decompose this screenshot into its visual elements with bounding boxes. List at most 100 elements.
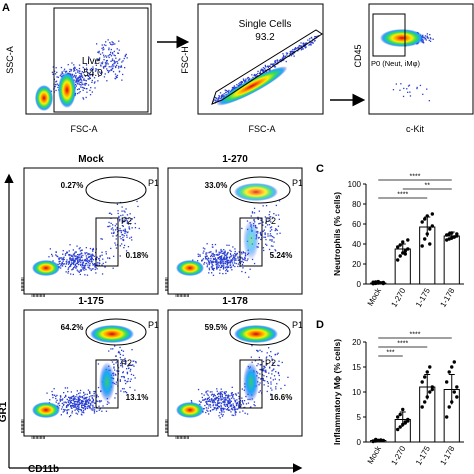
facs-event-dot [125,363,127,365]
plot1-event-dot [105,65,107,68]
facs-event-dot [124,379,126,382]
plot1-event-dot [73,64,75,66]
facs-event-dot [273,375,276,377]
facs-event-dot [91,249,94,251]
facs-event-dot [84,274,86,276]
facs-event-dot [232,265,234,267]
facs-event-dot [125,230,127,233]
plot3-event-dot [416,87,418,90]
y-tick-label: 20 [352,338,361,347]
facs-event-dot [238,405,240,407]
plot2-event-dot [310,44,312,46]
facs-event-dot [228,409,230,411]
facs-event-dot [234,262,236,264]
plot1-event-dot [79,84,81,86]
facs-event-dot [108,402,110,404]
facs-event-dot [101,410,103,412]
data-point [420,220,424,224]
data-point [455,395,459,399]
facs-event-dot [209,260,212,262]
plot2-event-dot [279,59,281,61]
facs-event-dot [89,407,91,409]
facs-event-dot [263,229,265,231]
plot1-event-dot [118,71,121,73]
facs-event-dot [219,402,221,404]
facs-p1-percent: 33.0% [205,181,228,190]
facs-event-dot [126,381,128,383]
facs-event-dot [235,258,237,260]
facs-event-dot [197,255,200,257]
plot1-event-dot [98,75,100,77]
facs-event-dot [209,400,211,402]
plot1-event-dot [116,48,118,50]
plot1-event-dot [117,52,119,54]
facs-event-dot [270,235,273,237]
facs-event-dot [272,236,274,238]
plot1-event-dot [103,66,105,68]
plot1-event-dot [78,88,80,90]
facs-event-dot [48,256,50,258]
facs-event-dot [214,397,216,400]
facs-event-dot [237,263,239,265]
facs-event-dot [126,220,128,222]
facs-event-dot [209,391,211,393]
facs-event-dot [264,216,266,218]
facs-event-dot [220,396,222,398]
facs-event-dot [258,223,260,225]
plot2-event-dot [293,55,295,57]
data-point [425,214,429,218]
facs-event-dot [217,402,219,405]
facs-event-dot [102,258,104,260]
facs-event-dot [213,399,215,401]
facs-event-dot [70,258,72,260]
facs-event-dot [75,255,77,257]
plot1-event-dot [107,71,110,74]
data-point [398,254,402,258]
facs-event-dot [134,222,136,225]
facs-x-axis-label: CD11b [28,464,59,474]
plot2-event-dot [283,56,285,58]
facs-event-dot [212,401,214,403]
facs-event-dot [233,398,235,400]
facs-event-dot [115,362,117,364]
facs-event-dot [75,404,77,406]
facs-event-dot [238,251,240,253]
plot1-y-axis-label: SSC-A [5,46,15,74]
facs-event-dot [204,398,206,400]
plot2-event-dot [303,43,305,45]
facs-event-dot [92,248,95,251]
plot1-event-dot [75,72,77,74]
facs-event-dot [234,265,236,268]
plot3-event-dot [416,86,418,89]
facs-event-dot [75,401,77,403]
facs-event-dot [97,396,99,398]
facs-event-dot [123,376,125,378]
facs-event-dot [99,408,101,410]
facs-gate-p2-label: P2 [265,216,276,226]
facs-event-dot [127,380,129,382]
y-axis-label: Inflammatory Mϕ (% cells) [332,339,342,445]
facs-event-dot [124,216,126,219]
facs-event-dot [212,264,214,267]
facs-event-dot [98,405,100,407]
facs-event-dot [271,240,273,242]
plot1-event-dot [94,62,96,64]
facs-event-dot [262,221,264,223]
facs-event-dot [242,410,244,412]
facs-event-dot [91,397,94,399]
plot2-event-dot [262,71,265,73]
facs-event-dot [75,403,78,405]
plot2-event-dot [225,91,227,93]
facs-event-dot [260,234,262,236]
facs-event-dot [208,251,210,254]
facs-event-dot [263,369,265,371]
facs-event-dot [262,360,265,363]
facs-event-dot [243,400,246,402]
facs-event-dot [82,254,84,257]
facs-event-dot [249,268,251,270]
plot2-event-dot [222,94,224,96]
data-point [381,438,386,443]
plot1-event-dot [120,65,122,67]
plot1-event-dot [67,64,69,66]
data-point [428,227,432,231]
